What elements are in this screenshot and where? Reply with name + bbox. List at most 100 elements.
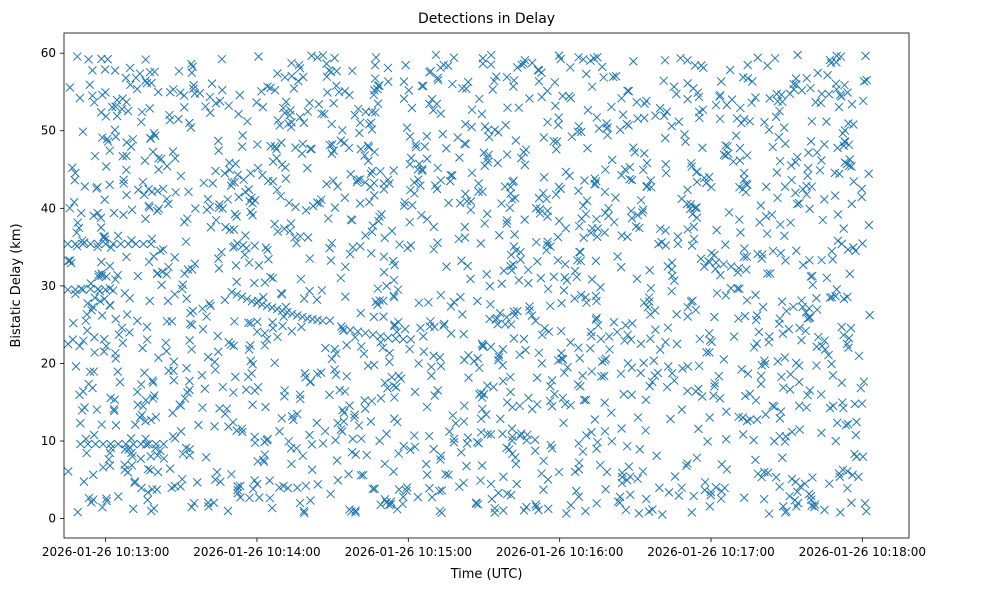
data-point-marker <box>175 400 185 410</box>
data-point-marker <box>417 81 427 91</box>
data-point-marker <box>146 134 155 143</box>
data-point-marker <box>840 80 849 90</box>
data-point-marker <box>246 318 256 328</box>
data-point-marker <box>774 132 784 142</box>
data-point-marker <box>250 241 260 251</box>
data-point-marker <box>508 260 518 269</box>
data-point-marker <box>477 461 487 470</box>
data-point-marker <box>622 441 632 451</box>
data-point-marker <box>535 204 545 214</box>
data-point-marker <box>76 439 85 449</box>
data-point-marker <box>494 230 504 240</box>
data-point-marker <box>92 405 102 415</box>
data-point-marker <box>559 418 568 428</box>
data-point-marker <box>201 452 211 462</box>
data-point-marker <box>78 285 88 295</box>
data-point-marker <box>96 223 106 232</box>
data-point-marker <box>672 339 682 349</box>
data-point-marker <box>128 452 137 461</box>
data-point-marker <box>768 246 778 256</box>
data-point-marker <box>242 294 252 304</box>
data-point-marker <box>761 410 770 419</box>
data-point-marker <box>578 447 588 456</box>
data-point-marker <box>295 231 305 241</box>
data-point-marker <box>629 143 638 152</box>
data-point-marker <box>260 341 270 350</box>
data-point-marker <box>430 322 439 332</box>
data-point-marker <box>785 385 795 394</box>
data-point-marker <box>435 506 445 516</box>
data-point-marker <box>502 312 511 322</box>
data-point-marker <box>89 211 98 220</box>
data-point-marker <box>164 262 173 272</box>
data-point-marker <box>805 255 814 265</box>
data-point-marker <box>378 343 388 353</box>
data-point-marker <box>295 63 305 73</box>
data-point-marker <box>763 269 772 279</box>
data-point-marker <box>844 140 854 150</box>
data-point-marker <box>80 182 90 191</box>
data-point-marker <box>404 86 414 95</box>
data-point-marker <box>527 311 537 320</box>
data-point-marker <box>145 203 154 212</box>
data-point-marker <box>203 352 213 362</box>
data-point-marker <box>527 58 537 68</box>
data-point-marker <box>254 493 264 502</box>
data-point-marker <box>366 417 376 426</box>
data-point-marker <box>712 288 722 298</box>
data-point-marker <box>79 477 89 486</box>
data-point-marker <box>345 401 354 411</box>
data-point-marker <box>864 169 874 179</box>
data-point-marker <box>88 470 98 480</box>
data-point-marker <box>383 63 393 73</box>
data-point-marker <box>436 361 446 371</box>
data-point-marker <box>599 73 609 82</box>
data-point-marker <box>86 498 96 507</box>
data-point-marker <box>524 393 533 403</box>
data-point-marker <box>473 354 483 363</box>
data-point-marker <box>410 431 419 440</box>
data-point-marker <box>738 430 748 439</box>
data-point-marker <box>88 91 97 101</box>
data-point-marker <box>105 146 115 156</box>
data-point-marker <box>827 246 837 256</box>
data-point-marker <box>833 210 843 219</box>
data-point-marker <box>669 82 679 92</box>
data-point-marker <box>499 472 508 482</box>
data-point-marker <box>122 138 132 147</box>
data-point-marker <box>532 373 542 383</box>
data-point-marker <box>283 483 293 493</box>
data-point-marker <box>313 480 323 489</box>
data-point-marker <box>775 220 785 229</box>
data-point-marker <box>277 413 287 423</box>
data-point-marker <box>416 181 425 190</box>
data-point-marker <box>354 421 364 430</box>
data-point-marker <box>587 367 597 376</box>
data-point-marker <box>89 367 99 376</box>
data-point-marker <box>238 240 248 250</box>
data-point-marker <box>272 304 282 314</box>
data-point-marker <box>121 73 131 83</box>
data-point-marker <box>113 492 123 501</box>
data-point-marker <box>387 226 397 236</box>
data-point-marker <box>581 395 591 405</box>
data-point-marker <box>248 484 258 494</box>
data-point-marker <box>233 482 242 491</box>
data-point-marker <box>125 328 134 337</box>
data-point-marker <box>805 204 815 214</box>
data-point-marker <box>70 285 80 295</box>
data-point-marker <box>413 175 423 184</box>
data-point-marker <box>201 102 210 111</box>
data-point-marker <box>350 110 360 120</box>
data-point-marker <box>75 93 85 103</box>
data-point-marker <box>558 393 568 403</box>
data-point-marker <box>674 491 684 500</box>
data-point-marker <box>416 323 425 333</box>
data-point-marker <box>133 185 143 195</box>
data-point-marker <box>400 324 410 334</box>
data-point-marker <box>817 255 826 265</box>
data-point-marker <box>502 489 512 499</box>
data-point-marker <box>574 458 584 468</box>
data-point-marker <box>574 221 584 231</box>
data-point-marker <box>690 60 700 70</box>
